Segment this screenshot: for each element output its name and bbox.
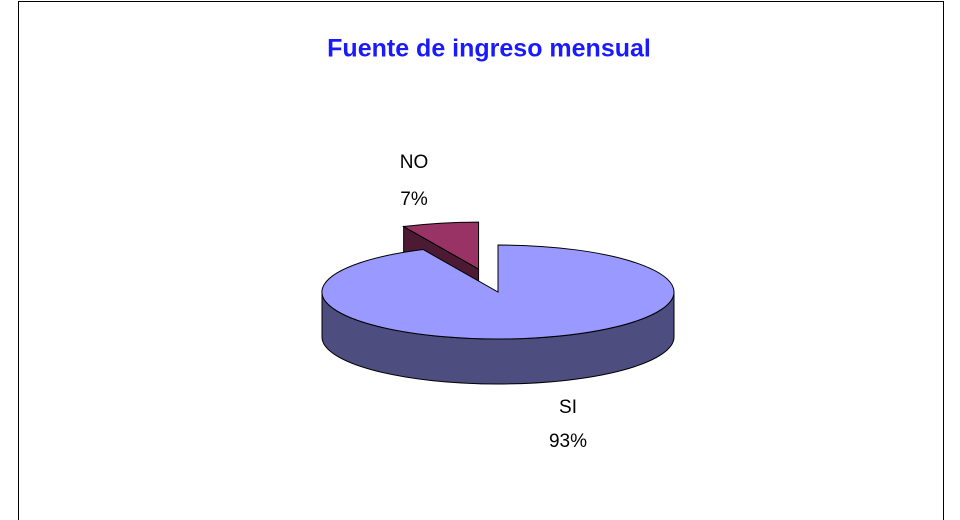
chart-frame <box>18 1 944 520</box>
slice-value-label: 7% <box>400 189 428 210</box>
slice-value-label: 93% <box>549 431 587 452</box>
slice <box>321 244 675 340</box>
slice-category-label: SI <box>559 397 577 418</box>
slice-category-label: NO <box>400 152 429 173</box>
chart-title: Fuente de ingreso mensual <box>327 35 651 63</box>
pie <box>321 221 675 385</box>
slice <box>402 221 480 270</box>
